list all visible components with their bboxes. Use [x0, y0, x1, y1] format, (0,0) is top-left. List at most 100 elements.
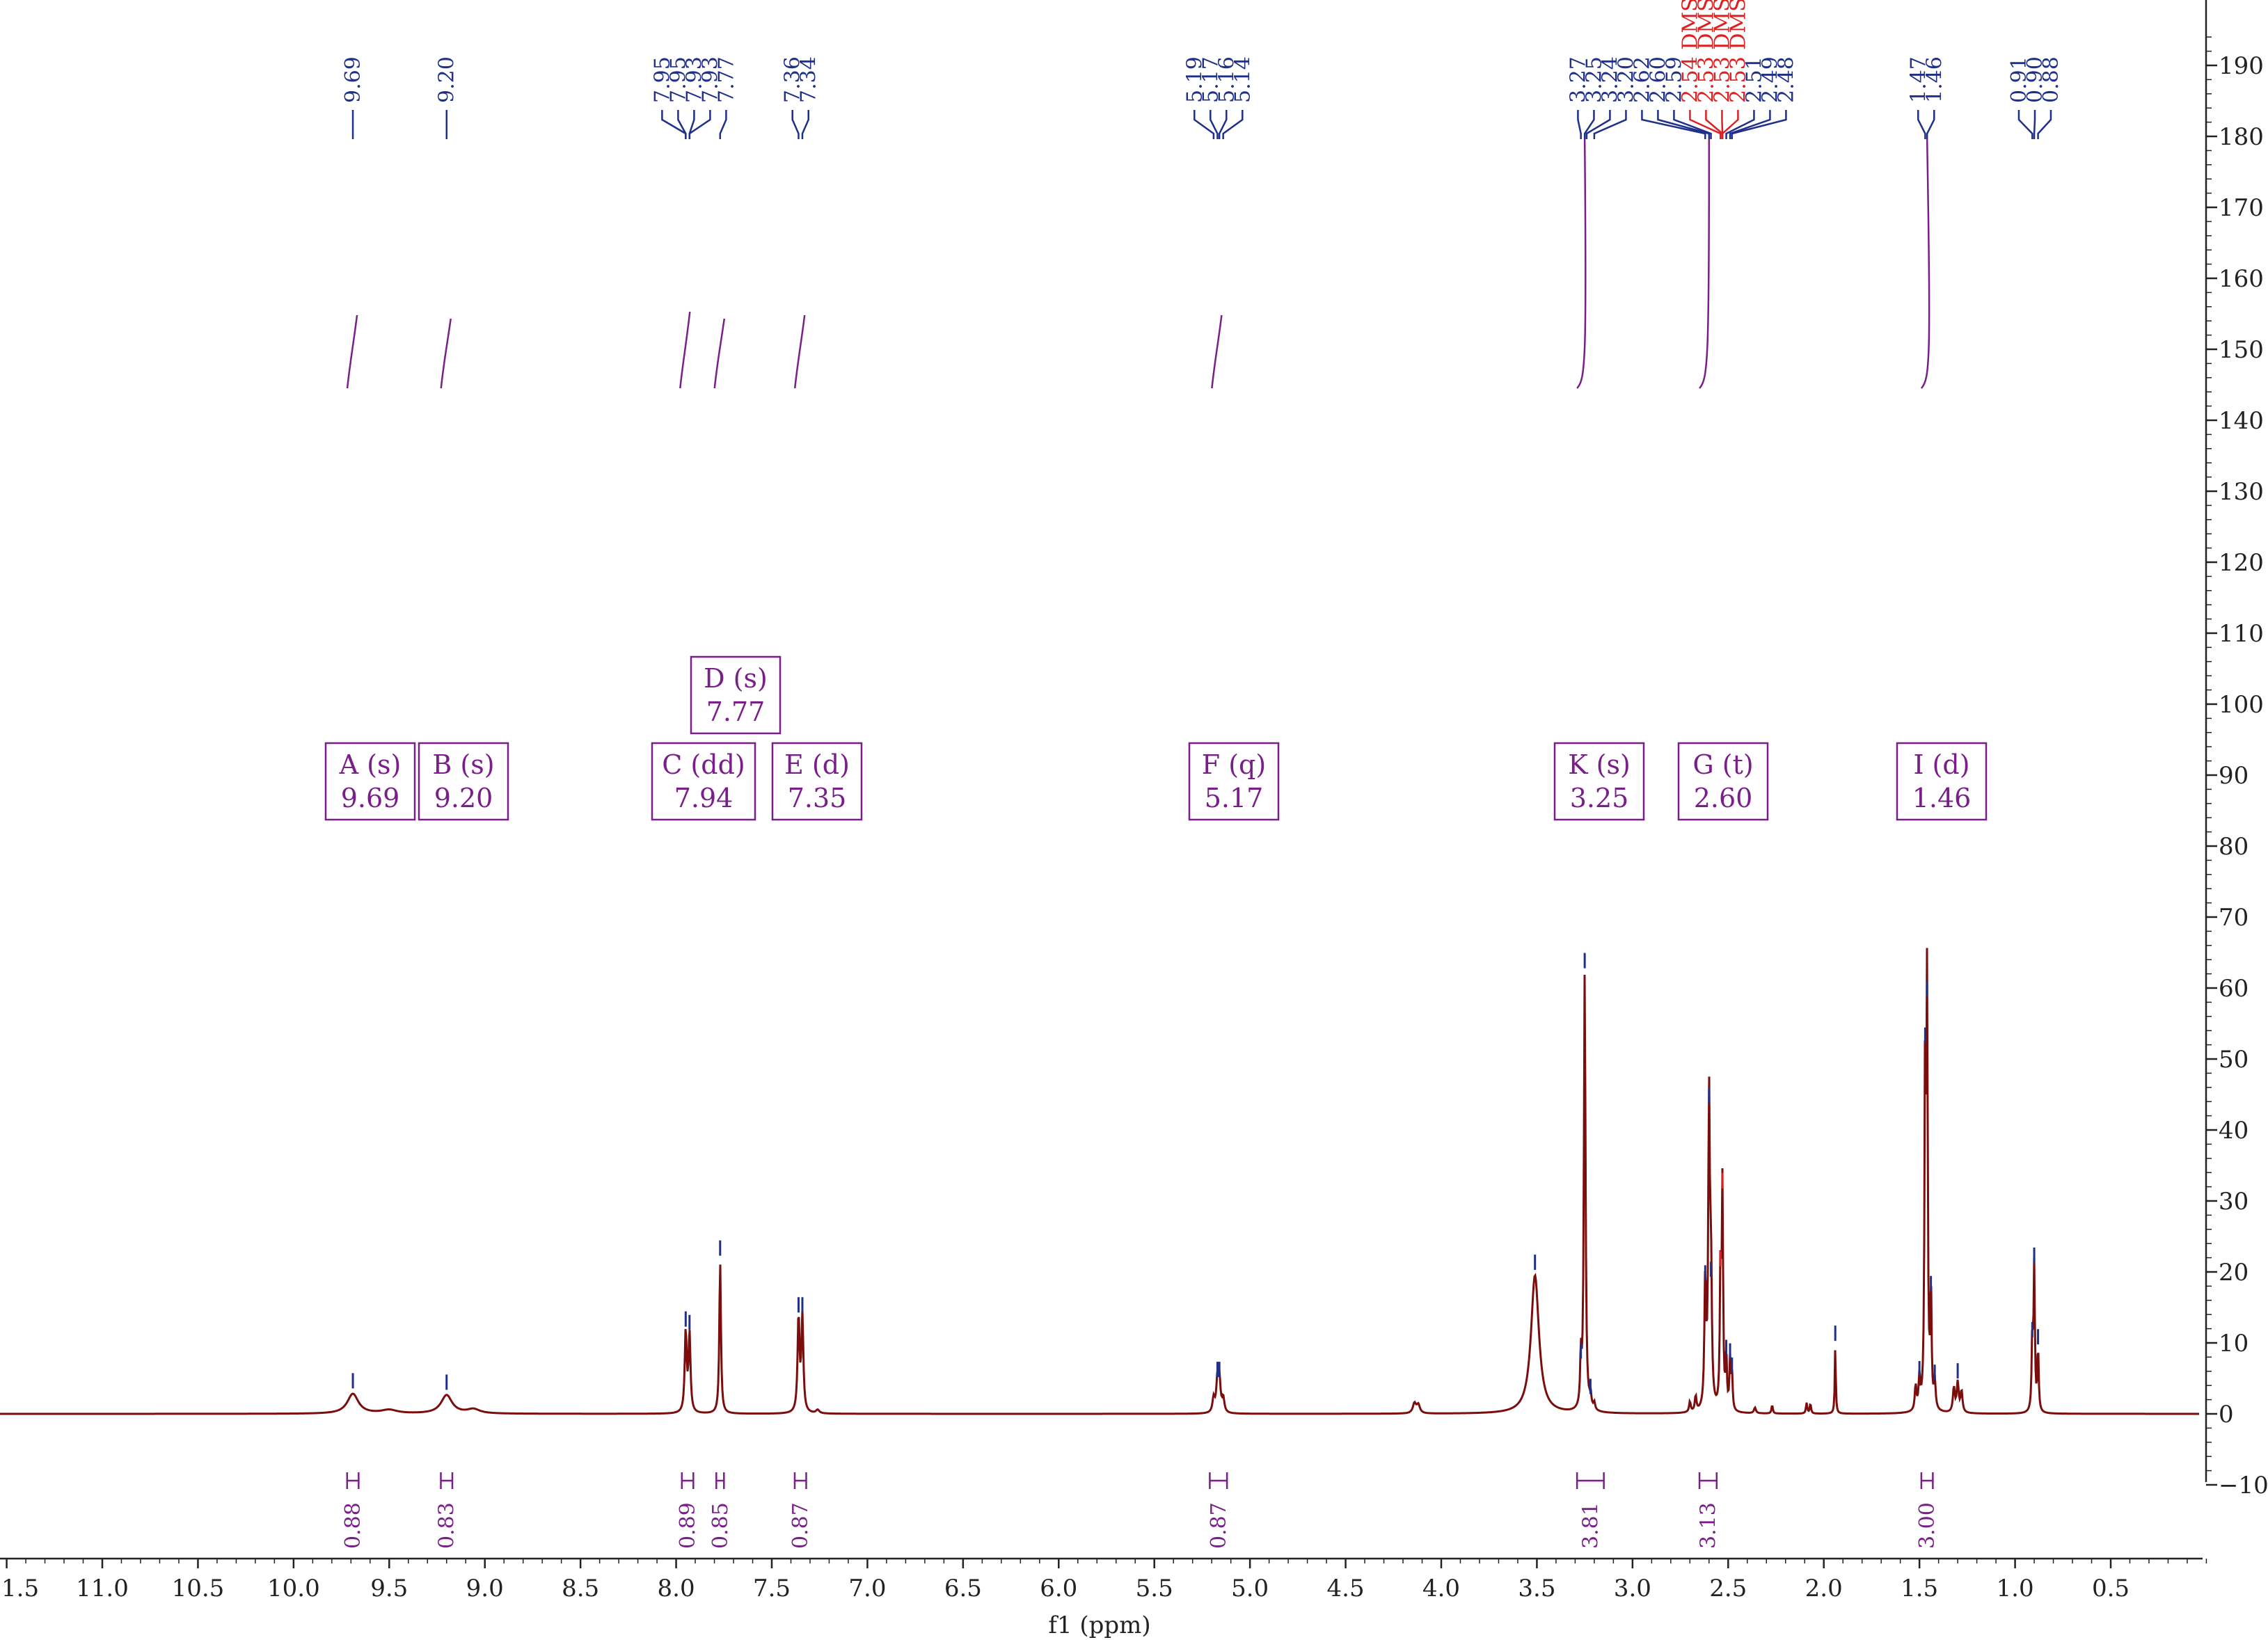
x-tick-label: 10.5 — [172, 1575, 225, 1602]
multiplet-label: B (s) — [432, 749, 494, 780]
multiplet-frame — [1553, 742, 1645, 821]
y-tick-label: 70 — [2219, 904, 2249, 932]
peak-label-connector — [1725, 110, 1755, 139]
y-tick-label: 30 — [2219, 1188, 2249, 1216]
integral-value: 3.00 — [1915, 1502, 1940, 1549]
peak-markers — [351, 953, 2040, 1394]
peak-label: 5.14 — [1230, 56, 1255, 103]
x-tick-label: 6.5 — [944, 1575, 982, 1602]
integral-region: 0.87 — [788, 1472, 813, 1549]
integral-curve — [679, 311, 691, 389]
multiplet-frame — [1896, 742, 1988, 821]
peak-label-connector — [1917, 110, 1926, 139]
x-axis-label: f1 (ppm) — [1048, 1611, 1150, 1639]
integral-region: 3.00 — [1915, 1472, 1940, 1549]
integral-region: 3.81 — [1576, 1472, 1605, 1549]
peak-label: 7.34 — [797, 56, 821, 103]
x-tick-label: 1.5 — [1901, 1575, 1938, 1602]
peak-label: 7.36 — [781, 56, 805, 103]
x-tick-label: 1.0 — [1997, 1575, 2034, 1602]
x-tick-label: 11.0 — [76, 1575, 129, 1602]
peak-label: 7.95 — [650, 56, 674, 103]
integral-curve — [1699, 138, 1711, 389]
multiplet-label: G (t) — [1692, 749, 1753, 780]
peak-label: 9.69 — [341, 56, 365, 103]
multiplet-shift: 2.60 — [1694, 783, 1753, 813]
y-tick-label: 130 — [2219, 478, 2264, 506]
multiplet-box: A (s)9.69 — [324, 742, 416, 821]
peak-label-dmso: 2.53 DMSO — [1694, 0, 1718, 103]
peak-label-connector — [1218, 110, 1228, 139]
integral-value: 3.81 — [1578, 1502, 1603, 1549]
multiplet-frame — [1677, 742, 1769, 821]
peak-label: 7.93 — [682, 56, 706, 103]
integral-region: 3.13 — [1696, 1472, 1720, 1549]
y-tick-label: −10 — [2219, 1472, 2268, 1499]
peak-label: 3.24 — [1598, 56, 1622, 103]
x-tick-label: 1.5 — [1, 1575, 39, 1602]
peak-label-connector — [1673, 110, 1712, 139]
x-tick-label: 4.5 — [1327, 1575, 1365, 1602]
multiplet-box: C (dd)7.94 — [651, 742, 756, 821]
integral-region: 0.87 — [1207, 1472, 1231, 1549]
x-tick-label: 8.0 — [658, 1575, 695, 1602]
peak-label-connector — [1729, 110, 1771, 139]
peak-label-connector — [2033, 110, 2036, 139]
peak-label: 2.62 — [1630, 56, 1654, 103]
multiplet-box: K (s)3.25 — [1553, 742, 1645, 821]
peak-label: 5.17 — [1198, 56, 1223, 103]
peak-label: 7.95 — [666, 56, 690, 103]
peak-label-connector — [1641, 110, 1706, 139]
integral-curve — [793, 315, 806, 389]
peak-label-connector — [1657, 110, 1711, 139]
peak-label: 2.48 — [1774, 56, 1798, 103]
peak-label: 3.25 — [1582, 56, 1606, 103]
integral-value: 0.85 — [708, 1502, 733, 1549]
x-tick-label: 8.5 — [562, 1575, 599, 1602]
peak-label: 1.46 — [1922, 56, 1946, 103]
integral-curve — [1576, 138, 1587, 389]
y-tick-label: 100 — [2219, 691, 2264, 719]
peak-label-connector — [1926, 110, 1935, 139]
x-axis: 1.5 11.0 10.5 10.0 9.5 9.0 8.5 8.0 7.5 7.0 6.5 6.0 5… — [0, 1557, 2207, 1602]
x-tick-label: 3.0 — [1614, 1575, 1651, 1602]
peak-label-connector — [1210, 110, 1219, 139]
peak-label: 3.27 — [1566, 56, 1590, 103]
peak-label-connector — [1593, 110, 1627, 139]
y-tick-label: 140 — [2219, 407, 2264, 435]
multiplet-shift: 7.35 — [788, 783, 847, 813]
integral-curve — [440, 318, 452, 389]
peak-label-dmso: 2.53 DMSO — [1726, 0, 1750, 103]
x-tick-label: 2.0 — [1805, 1575, 1843, 1602]
peak-label: 7.93 — [698, 56, 722, 103]
peak-label: 0.88 — [2039, 56, 2063, 103]
integral-value: 0.87 — [788, 1502, 813, 1549]
x-tick-label: 5.5 — [1136, 1575, 1173, 1602]
integral-value: 0.87 — [1207, 1502, 1231, 1549]
peak-label-connector — [1583, 110, 1595, 139]
multiplet-box: E (d)7.35 — [771, 742, 863, 821]
peak-label-connector — [801, 110, 809, 139]
multiplet-label: A (s) — [339, 749, 402, 780]
x-tick-label: 0.5 — [2092, 1575, 2130, 1602]
x-tick-label: 6.0 — [1040, 1575, 1077, 1602]
peak-label-dmso: 2.54 DMSO — [1678, 0, 1702, 103]
peak-label: 0.90 — [2023, 56, 2047, 103]
x-tick-label: 7.5 — [753, 1575, 791, 1602]
peak-label-connector — [688, 110, 711, 139]
y-tick-label: 180 — [2219, 123, 2264, 151]
y-tick-label: 170 — [2219, 194, 2264, 222]
multiplet-shift: 7.94 — [674, 783, 733, 813]
peak-label: 5.19 — [1182, 56, 1207, 103]
y-tick-label: 120 — [2219, 549, 2264, 577]
peak-label-connector — [1222, 110, 1244, 139]
y-axis: −10 0 10 20 30 40 50 60 70 80 90 100 110 120 130 140 150… — [2205, 0, 2268, 1499]
x-tick-label: 9.5 — [370, 1575, 408, 1602]
peak-label-connector — [1194, 110, 1215, 139]
peak-label: 5.16 — [1214, 56, 1239, 103]
peak-label-connector — [1731, 110, 1787, 139]
peak-label: 0.91 — [2007, 56, 2031, 103]
x-tick-label: 7.0 — [848, 1575, 886, 1602]
integral-value: 3.13 — [1696, 1502, 1720, 1549]
